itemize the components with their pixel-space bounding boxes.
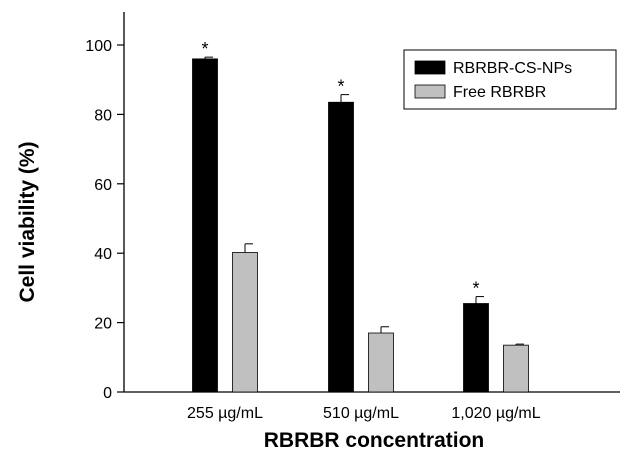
legend-box — [403, 49, 617, 110]
x-tick-label-255-g-ml: 255 µg/mL — [187, 405, 263, 422]
y-tick-label-80: 80 — [94, 107, 112, 124]
significance-mark-3: * — [472, 279, 479, 299]
y-tick-label-100: 100 — [85, 38, 112, 55]
bar-rbrbr-cs-nps-1 — [192, 58, 218, 393]
y-tick-label-60: 60 — [94, 177, 112, 194]
x-tick-label-510-g-ml: 510 µg/mL — [323, 405, 399, 422]
error-bars — [204, 56, 524, 346]
legend-swatch-rbrbr-cs-nps — [414, 60, 446, 75]
significance-marks: * * * — [201, 39, 479, 298]
legend: RBRBR-CS-NPs Free RBRBR — [403, 49, 617, 110]
y-tick-label-40: 40 — [94, 246, 112, 263]
bars — [192, 58, 529, 393]
legend-swatch-free-rbrbr — [414, 84, 446, 99]
y-tick-label-20: 20 — [94, 316, 112, 333]
y-ticks: 0 20 40 60 80 100 — [85, 38, 124, 402]
y-tick-label-0: 0 — [103, 385, 112, 402]
legend-label-free-rbrbr: Free RBRBR — [453, 84, 546, 101]
legend-label-rbrbr-cs-nps: RBRBR-CS-NPs — [453, 60, 572, 77]
bar-free-rbrbr-3 — [503, 344, 529, 393]
x-ticks: 255 µg/mL 510 µg/mL 1,020 µg/mL — [187, 405, 541, 422]
bar-rbrbr-cs-nps-3 — [463, 303, 489, 393]
bar-rbrbr-cs-nps-2 — [328, 101, 354, 393]
y-axis-title: Cell viability (%) — [16, 141, 39, 302]
bar-free-rbrbr-1 — [232, 252, 258, 393]
x-axis-title: RBRBR concentration — [264, 429, 485, 452]
significance-mark-2: * — [337, 77, 344, 97]
x-tick-label-1-020-g-ml: 1,020 µg/mL — [451, 405, 540, 422]
bar-free-rbrbr-2 — [368, 332, 394, 393]
significance-mark-1: * — [201, 39, 208, 59]
